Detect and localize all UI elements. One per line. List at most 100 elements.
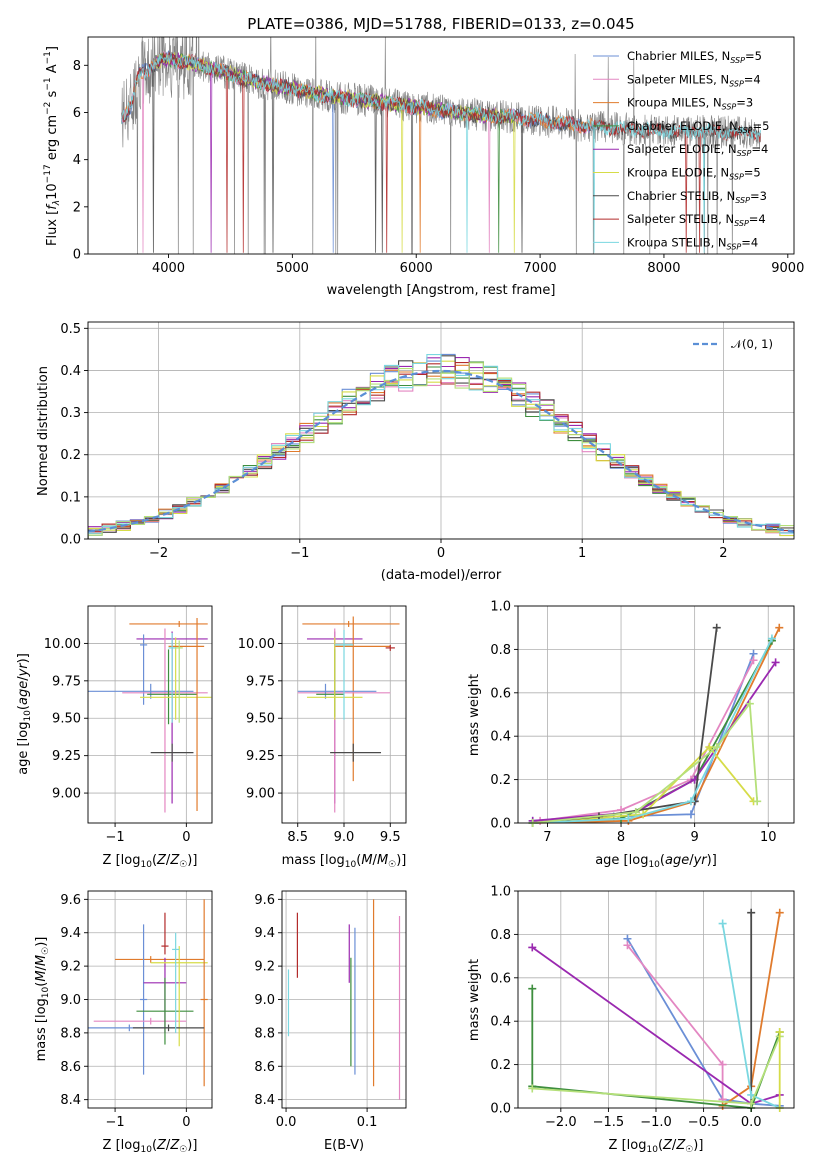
y-tick-label: 0.4 <box>490 1015 511 1030</box>
y-tick-label: 0.2 <box>60 448 81 463</box>
legend-label: Kroupa STELIB, NSSP=4 <box>627 235 758 251</box>
weight-marker <box>705 743 714 752</box>
y-tick-label: 8 <box>73 59 81 74</box>
weight-marker <box>718 919 727 928</box>
y-tick-label: 6 <box>73 106 81 121</box>
residual-ylabel: Normed distribution <box>36 366 51 496</box>
y-tick-label: 0.4 <box>490 730 511 745</box>
spectrum-model-line <box>121 53 761 253</box>
mass-z-xlabel: Z [log10(Z/Z☉)] <box>103 1138 198 1155</box>
y-tick-label: 9.25 <box>52 749 81 764</box>
y-tick-label: 8.6 <box>254 1060 275 1075</box>
y-tick-label: 0.8 <box>490 928 511 943</box>
y-tick-label: 0.2 <box>490 773 511 788</box>
residual-xlabel: (data-model)/error <box>381 568 502 583</box>
x-tick-label: 0 <box>182 1115 190 1130</box>
x-tick-label: 8000 <box>647 261 680 276</box>
weight-marker <box>753 797 762 806</box>
y-tick-label: 0 <box>73 248 81 263</box>
age-vs-mass-panel: 8.5 9.0 9.5 9.00 9.25 9.50 9.75 10.00 mass [log… <box>238 605 407 870</box>
legend-subscript: SSP <box>729 173 744 182</box>
weight-marker <box>686 810 695 819</box>
y-tick-label: 0.0 <box>490 1102 511 1117</box>
y-tick-label: 1.0 <box>490 885 511 900</box>
mass-ebv-xlabel: E(B-V) <box>324 1138 364 1153</box>
y-tick-label: 0.3 <box>60 406 81 421</box>
y-tick-label: 8.6 <box>60 1060 81 1075</box>
y-tick-label: 0.1 <box>60 490 81 505</box>
weight-marker <box>528 984 537 993</box>
weight-age-xlabel: age [log10(age/yr)] <box>595 853 717 870</box>
legend-suffix: =5 <box>753 119 770 133</box>
histogram-step <box>88 354 794 539</box>
y-tick-label: 9.2 <box>254 960 275 975</box>
y-tick-label: 9.75 <box>246 674 275 689</box>
x-tick-label: 7000 <box>524 261 557 276</box>
x-tick-label: 2 <box>719 546 727 561</box>
x-tick-label: 9000 <box>771 261 804 276</box>
x-tick-label: 9 <box>690 830 698 845</box>
y-tick-label: 9.4 <box>254 926 275 941</box>
y-tick-label: 9.25 <box>246 749 275 764</box>
spectrum-model-line <box>121 52 761 253</box>
x-tick-label: 8.5 <box>287 830 308 845</box>
weight-z-ylabel: mass weight <box>467 959 482 1041</box>
weight-z-xlabel: Z [log10(Z/Z☉)] <box>609 1138 704 1155</box>
y-tick-label: 9.00 <box>246 787 275 802</box>
x-tick-label: 8 <box>617 830 625 845</box>
spectrum-title: PLATE=0386, MJD=51788, FIBERID=0133, z=0… <box>247 15 634 33</box>
weight-marker <box>771 658 780 667</box>
weight-line <box>532 638 773 824</box>
y-tick-label: 9.0 <box>254 993 275 1008</box>
histogram-step <box>88 362 794 539</box>
y-tick-label: 8.4 <box>254 1093 275 1108</box>
legend-subscript: SSP <box>734 219 749 228</box>
axes-frame <box>87 36 795 255</box>
mass-vs-extinction-panel: 0.0 0.1 8.4 8.6 8.8 9.0 9.2 9.4 9.6 E(B-V) <box>254 890 407 1153</box>
y-tick-label: 9.0 <box>60 993 81 1008</box>
x-tick-label: 0 <box>437 546 445 561</box>
y-tick-label: 0.0 <box>60 533 81 548</box>
y-tick-label: 0.0 <box>490 817 511 832</box>
weight-marker <box>712 623 721 632</box>
x-tick-label: 9.5 <box>380 830 401 845</box>
spectrum-panel: PLATE=0386, MJD=51788, FIBERID=0133, z=0… <box>43 15 804 298</box>
x-tick-label: 5000 <box>276 261 309 276</box>
legend-label: Chabrier MILES, NSSP=5 <box>627 49 762 65</box>
normal-legend-label: 𝒩(0, 1) <box>731 337 773 351</box>
weight-marker <box>718 1060 727 1069</box>
weight-marker <box>747 1099 756 1108</box>
x-tick-label: −1.0 <box>640 1115 672 1130</box>
x-tick-label: 6000 <box>400 261 433 276</box>
y-tick-label: 9.50 <box>52 712 81 727</box>
legend-label: Chabrier STELIB, NSSP=3 <box>627 189 767 205</box>
x-tick-label: −1.5 <box>593 1115 625 1130</box>
legend-subscript: SSP <box>727 242 742 251</box>
y-tick-label: 9.2 <box>60 960 81 975</box>
weight-marker <box>712 743 721 752</box>
weight-marker <box>528 943 537 952</box>
x-tick-label: 4000 <box>152 261 185 276</box>
legend-label: Salpeter ELODIE, NSSP=4 <box>627 142 768 158</box>
legend-subscript: SSP <box>737 149 752 158</box>
y-tick-label: 0.4 <box>60 364 81 379</box>
legend-label: Kroupa ELODIE, NSSP=5 <box>627 166 761 182</box>
normal-curve <box>88 369 794 533</box>
spectrum-xlabel: wavelength [Angstrom, rest frame] <box>327 283 556 298</box>
axes-frame <box>517 605 795 824</box>
x-tick-label: −2.0 <box>545 1115 577 1130</box>
legend-suffix: =4 <box>749 212 766 226</box>
y-tick-label: 0.6 <box>490 971 511 986</box>
x-tick-label: 9.0 <box>334 830 355 845</box>
weight-line <box>626 938 780 1107</box>
x-tick-label: −1 <box>105 1115 124 1130</box>
legend-suffix: =5 <box>744 166 761 180</box>
y-tick-label: 9.50 <box>246 712 275 727</box>
legend-suffix: =4 <box>744 72 761 86</box>
y-tick-label: 0.8 <box>490 643 511 658</box>
legend-subscript: SSP <box>730 56 745 65</box>
x-tick-label: −1 <box>105 830 124 845</box>
legend-label: Chabrier ELODIE, NSSP=5 <box>627 119 769 135</box>
y-tick-label: 8.8 <box>60 1026 81 1041</box>
legend-suffix: =4 <box>741 235 758 249</box>
